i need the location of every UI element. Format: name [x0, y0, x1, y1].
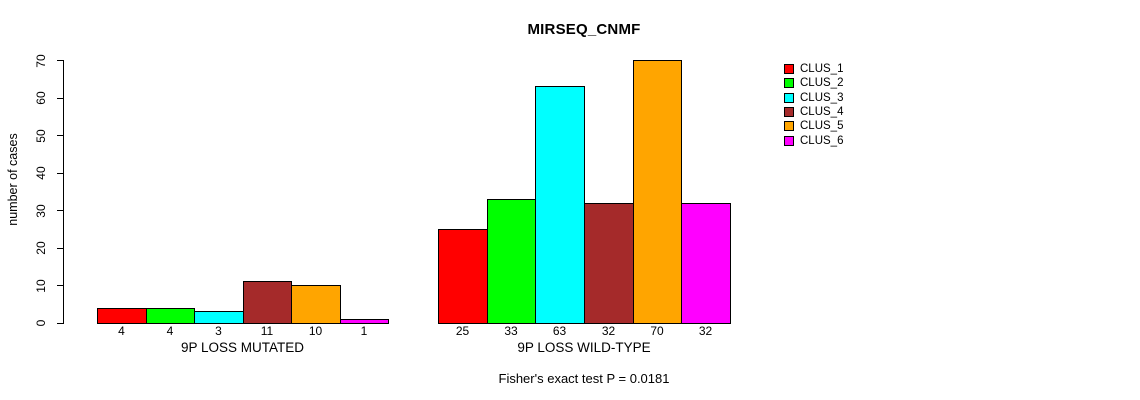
- legend-row-clus_5: CLUS_5: [784, 120, 843, 132]
- y-tick: [57, 210, 64, 211]
- y-axis-line: [63, 60, 64, 324]
- bar-value-label: 25: [455, 324, 470, 338]
- legend-swatch-icon: [784, 121, 794, 132]
- y-tick-label: 60: [33, 91, 48, 105]
- y-tick-label: 0: [33, 319, 48, 327]
- bar-clus_1-group2: [438, 228, 488, 324]
- bar-value-label: 32: [698, 324, 713, 338]
- y-tick: [57, 247, 64, 249]
- bar-clus_4-group1: [243, 281, 292, 324]
- chart-title: MIRSEQ_CNMF: [527, 21, 641, 38]
- bar-value-label: 3: [215, 324, 222, 338]
- bar-value-label: 11: [260, 324, 274, 338]
- bar-value-label: 32: [601, 324, 616, 338]
- legend-swatch-icon: [784, 92, 794, 103]
- y-tick-label: 70: [33, 53, 48, 68]
- legend-swatch-icon: [784, 64, 794, 74]
- bar-clus_5-group2: [633, 60, 682, 324]
- bar-value-label: 4: [118, 324, 125, 338]
- y-tick: [57, 97, 64, 99]
- legend-label: CLUS_5: [800, 120, 844, 133]
- bar-value-label: 63: [552, 324, 567, 338]
- bar-clus_6-group2: [681, 202, 731, 324]
- bar-value-label: 33: [504, 324, 518, 338]
- legend-label: CLUS_4: [800, 106, 844, 119]
- y-tick-label: 10: [33, 278, 48, 293]
- bar-clus_4-group2: [584, 202, 634, 324]
- bar-clus_2-group1: [146, 307, 195, 324]
- bar-value-label: 1: [360, 324, 368, 338]
- legend-row-clus_2: CLUS_2: [784, 77, 843, 89]
- y-axis-label: number of cases: [6, 133, 20, 226]
- legend-row-clus_1: CLUS_1: [784, 63, 843, 75]
- legend-row-clus_3: CLUS_3: [784, 92, 843, 104]
- legend-row-clus_6: CLUS_6: [784, 135, 843, 147]
- y-tick-label: 40: [33, 166, 48, 180]
- y-tick: [57, 172, 64, 174]
- legend-label: CLUS_6: [800, 134, 844, 147]
- legend-swatch-icon: [784, 107, 794, 118]
- y-tick-label: 30: [33, 203, 48, 218]
- bar-clus_2-group2: [487, 198, 536, 324]
- bar-clus_3-group1: [194, 311, 244, 324]
- legend-row-clus_4: CLUS_4: [784, 106, 843, 118]
- fisher-test-annotation: Fisher's exact test P = 0.0181: [498, 371, 670, 386]
- bar-clus_1-group1: [97, 307, 147, 324]
- legend-label: CLUS_3: [800, 91, 844, 104]
- y-tick: [57, 135, 64, 136]
- y-tick-label: 50: [33, 128, 48, 143]
- y-tick: [57, 285, 64, 286]
- y-tick: [57, 60, 64, 61]
- group-label: 9P LOSS MUTATED: [180, 340, 305, 355]
- legend-swatch-icon: [784, 135, 794, 146]
- bar-clus_5-group1: [291, 285, 341, 324]
- legend-swatch-icon: [784, 78, 794, 89]
- bar-value-label: 4: [166, 324, 174, 338]
- y-tick: [57, 322, 64, 324]
- bar-value-label: 70: [650, 324, 664, 338]
- bar-value-label: 10: [308, 324, 323, 338]
- group-label: 9P LOSS WILD-TYPE: [517, 340, 651, 355]
- y-tick-label: 20: [33, 241, 48, 255]
- legend-label: CLUS_1: [800, 63, 844, 75]
- bar-clus_3-group2: [535, 86, 585, 324]
- legend-label: CLUS_2: [800, 77, 844, 90]
- bar-clus_6-group1: [340, 318, 389, 324]
